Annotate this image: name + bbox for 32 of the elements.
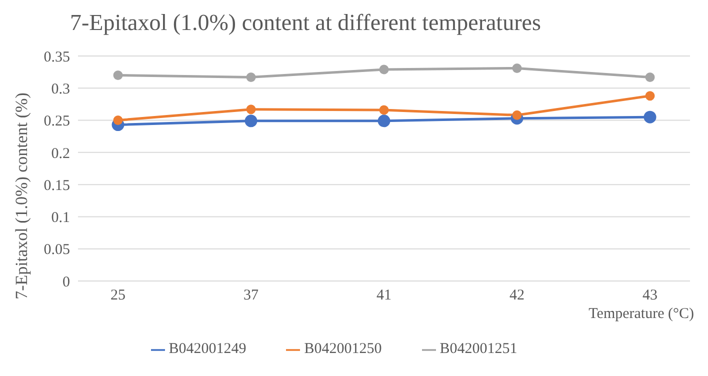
point — [512, 110, 522, 120]
point — [378, 114, 390, 128]
point — [512, 63, 522, 73]
point — [644, 110, 656, 124]
y-tick-label: 0 — [62, 274, 70, 290]
point — [379, 105, 389, 115]
y-tick-label: 0.1 — [51, 210, 70, 226]
point — [113, 70, 123, 80]
y-axis-title: 7-Epitaxol (1.0%) content (%) — [12, 92, 32, 300]
point — [379, 64, 389, 74]
legend-label: B042001251 — [440, 341, 518, 357]
x-axis-title: Temperature (°C) — [588, 306, 694, 323]
y-tick-label: 0.2 — [51, 146, 70, 162]
chart-title: 7-Epitaxol (1.0%) content at different temperatures — [70, 10, 541, 36]
y-tick-label: 0.15 — [44, 178, 70, 194]
x-tick-label: 41 — [376, 288, 392, 304]
y-tick-label: 0.05 — [44, 242, 70, 258]
x-tick-label: 25 — [110, 288, 126, 304]
x-tick-label: 42 — [510, 288, 524, 304]
x-tick-label: 37 — [244, 288, 259, 304]
point — [645, 91, 655, 101]
y-tick-label: 0.25 — [44, 114, 70, 130]
point — [244, 114, 258, 128]
x-tick-label: 43 — [642, 288, 658, 304]
point — [645, 72, 655, 82]
legend-label: B042001250 — [304, 341, 382, 357]
legend-label: B042001249 — [168, 341, 246, 357]
point — [246, 72, 256, 82]
point — [113, 116, 123, 126]
y-tick-label: 0.3 — [51, 81, 70, 98]
point — [246, 104, 256, 114]
y-tick-label: 0.35 — [44, 49, 70, 66]
